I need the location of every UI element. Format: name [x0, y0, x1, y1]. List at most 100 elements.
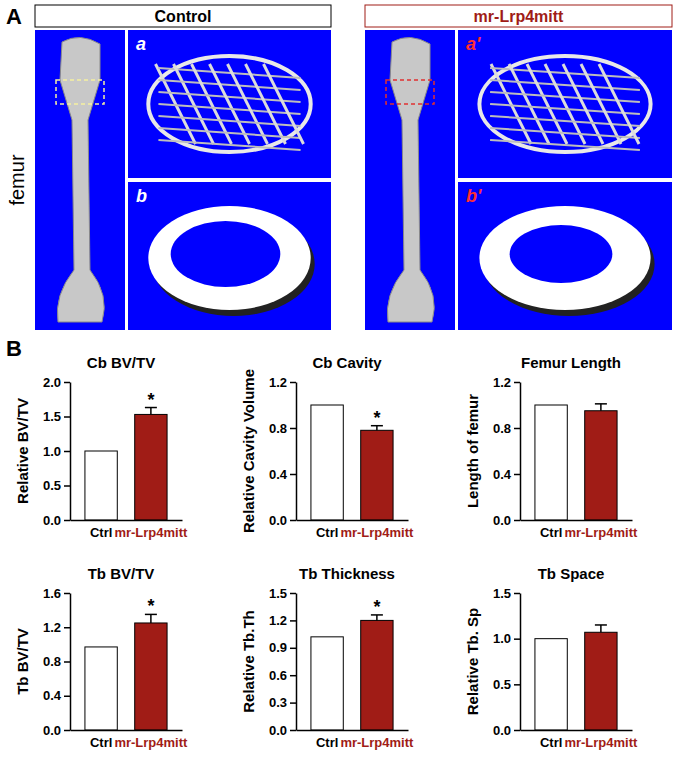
x-tick-label: mr-Lrp4mitt — [564, 735, 638, 750]
y-axis-line — [296, 594, 298, 731]
x-tick: mr-Lrp4mitt — [564, 730, 638, 750]
group-title: mr-Lrp4mitt — [474, 8, 564, 25]
x-tick: Ctrl — [316, 730, 338, 750]
view-label: a' — [466, 34, 481, 54]
x-tick: Ctrl — [90, 730, 112, 750]
bar-chart: Cb BV/TV0.00.51.01.52.0Relative BV/TV*Ct… — [14, 354, 188, 540]
trabecula — [490, 140, 640, 150]
y-tick-mark — [64, 661, 70, 663]
x-tick-label: mr-Lrp4mitt — [114, 525, 188, 540]
y-tick-label: 0.0 — [493, 723, 511, 738]
plot-marks — [535, 625, 617, 730]
row-label: femur — [6, 154, 28, 205]
trabecula — [158, 128, 300, 138]
chart-title: Tb Space — [538, 565, 605, 582]
y-tick-label: 0.3 — [269, 695, 287, 710]
y-tick-mark — [514, 474, 520, 476]
y-tick-mark — [64, 730, 70, 732]
y-tick-mark — [290, 620, 296, 622]
y-axis-line — [520, 383, 522, 521]
y-tick-label: 1.2 — [493, 375, 511, 390]
error-bar — [595, 625, 607, 632]
y-tick-mark — [290, 593, 296, 595]
trabecula — [158, 140, 300, 150]
y-tick-mark — [290, 702, 296, 704]
trabecular-network — [479, 56, 650, 152]
y-tick: 0.0 — [493, 723, 520, 738]
significance: * — [373, 408, 380, 428]
x-axis: Ctrlmr-Lrp4mitt — [71, 730, 189, 750]
x-axis: Ctrlmr-Lrp4mitt — [521, 520, 639, 540]
bar-chart: Tb BV/TV0.00.40.81.21.6Tb BV/TV*Ctrlmr-L… — [14, 565, 188, 750]
y-axis-line — [520, 594, 522, 731]
bar — [535, 405, 567, 520]
y-axis-label: Length of femur — [464, 394, 481, 508]
y-tick-label: 0.0 — [493, 513, 511, 528]
y-axis-label: Relative Tb.Th — [240, 610, 257, 713]
y-tick-mark — [290, 474, 296, 476]
chart-title: Femur Length — [521, 354, 621, 371]
y-tick-label: 1.2 — [269, 375, 287, 390]
x-axis-line — [521, 520, 633, 522]
y-tick-mark — [514, 730, 520, 732]
y-tick: 1.0 — [493, 631, 520, 646]
significance: * — [147, 596, 154, 616]
x-tick: Ctrl — [90, 520, 112, 540]
y-tick-mark — [290, 382, 296, 384]
y-tick: 1.5 — [43, 409, 70, 424]
chart-title: Tb Thickness — [299, 565, 395, 582]
cortical-ring — [148, 206, 310, 310]
y-tick-mark — [514, 684, 520, 686]
y-tick-mark — [514, 593, 520, 595]
y-tick: 1.5 — [269, 586, 296, 601]
bar — [585, 632, 617, 730]
trabecula — [158, 104, 300, 114]
marrow-cavity — [171, 221, 281, 287]
x-tick-label: Ctrl — [90, 525, 112, 540]
x-tick: mr-Lrp4mitt — [114, 520, 188, 540]
y-tick: 0.5 — [43, 478, 70, 493]
ct-background — [458, 182, 672, 330]
x-tick: Ctrl — [540, 520, 562, 540]
y-axis-line — [296, 383, 298, 521]
y-tick-label: 2.0 — [43, 375, 61, 390]
y-axis-label: Tb BV/TV — [14, 628, 31, 695]
y-tick: 1.6 — [43, 586, 70, 601]
plot-marks — [311, 405, 393, 520]
x-tick-label: mr-Lrp4mitt — [340, 735, 414, 750]
y-tick-label: 0.5 — [493, 677, 511, 692]
y-tick-mark — [64, 520, 70, 522]
y-tick-label: 1.0 — [43, 444, 61, 459]
x-axis: Ctrlmr-Lrp4mitt — [71, 520, 189, 540]
bar — [311, 405, 343, 520]
y-tick-mark — [514, 382, 520, 384]
x-tick-label: Ctrl — [316, 525, 338, 540]
trabecula — [490, 128, 640, 138]
y-tick-label: 0.8 — [43, 654, 61, 669]
y-tick: 1.5 — [493, 586, 520, 601]
roi-box — [56, 80, 104, 104]
significance: * — [373, 597, 380, 617]
y-tick-label: 0.0 — [269, 513, 287, 528]
y-tick: 0.0 — [43, 723, 70, 738]
y-axis-label: Relative BV/TV — [14, 398, 31, 504]
x-axis-line — [521, 730, 633, 732]
x-tick-label: Ctrl — [540, 525, 562, 540]
y-axis: 0.00.40.81.21.6 — [43, 586, 71, 738]
y-tick-label: 1.2 — [43, 620, 61, 635]
y-axis-label: Relative Tb. Sp — [464, 608, 481, 716]
y-tick-label: 0.0 — [269, 723, 287, 738]
y-tick-label: 0.0 — [43, 723, 61, 738]
x-axis: Ctrlmr-Lrp4mitt — [521, 730, 639, 750]
x-axis: Ctrlmr-Lrp4mitt — [297, 730, 415, 750]
group-title: Control — [155, 8, 212, 25]
y-tick-mark — [290, 730, 296, 732]
y-tick-label: 1.5 — [493, 586, 511, 601]
x-tick: Ctrl — [540, 730, 562, 750]
y-tick: 0.3 — [269, 695, 296, 710]
cortex-outline — [479, 56, 650, 152]
y-tick: 0.0 — [269, 513, 296, 528]
bar — [361, 620, 393, 730]
y-tick: 0.0 — [493, 513, 520, 528]
plot-marks — [85, 408, 167, 520]
